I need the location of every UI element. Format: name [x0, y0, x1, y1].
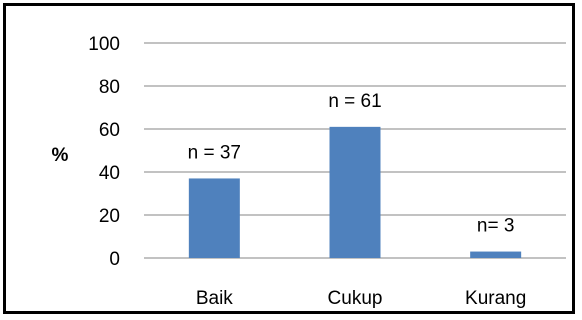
data-labels: n = 37 n = 61 n= 3	[188, 91, 515, 237]
bar-baik	[188, 178, 240, 258]
data-label-cukup: n = 61	[328, 91, 381, 112]
y-tick-label-60: 60	[99, 120, 120, 141]
x-axis-categories: Baik Cukup Kurang	[196, 288, 526, 309]
bars	[188, 126, 522, 258]
x-tick-label-kurang: Kurang	[465, 288, 526, 309]
data-label-baik: n = 37	[188, 142, 241, 163]
y-tick-label-40: 40	[99, 163, 120, 184]
y-tick-label-20: 20	[99, 206, 120, 227]
y-axis-label: %	[52, 145, 69, 166]
y-tick-label-100: 100	[88, 34, 120, 55]
bar-cukup	[329, 126, 381, 258]
x-tick-label-baik: Baik	[196, 288, 233, 309]
y-axis-ticks: 0 20 40 60 80 100	[88, 34, 120, 270]
data-label-kurang: n= 3	[477, 216, 515, 237]
bar-kurang	[470, 251, 522, 258]
x-tick-label-cukup: Cukup	[328, 288, 383, 309]
y-tick-label-80: 80	[99, 77, 120, 98]
chart-frame	[3, 3, 575, 314]
y-tick-label-0: 0	[109, 249, 120, 270]
